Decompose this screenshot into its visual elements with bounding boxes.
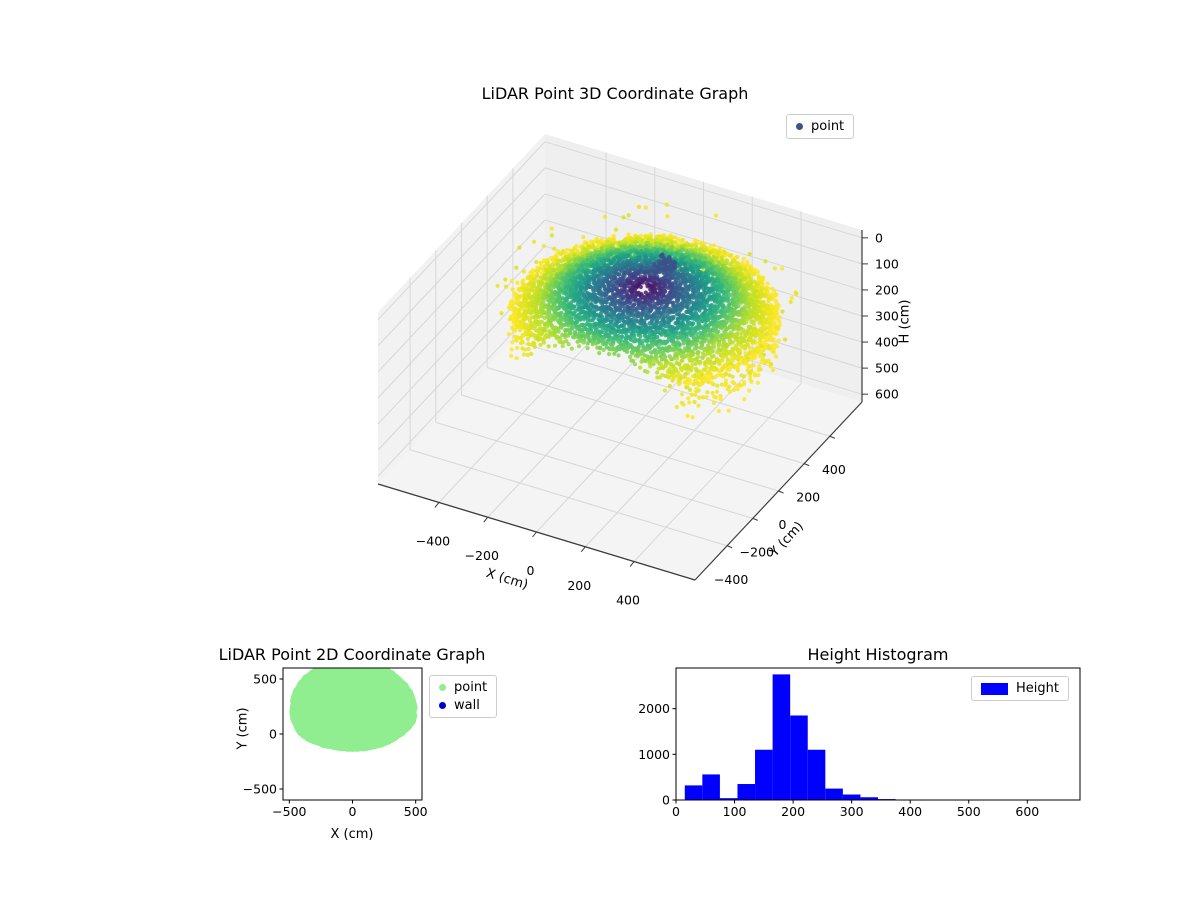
plot3d-zlabel: H (cm)	[897, 299, 913, 344]
plot2d-legend: point wall	[429, 675, 498, 718]
legend-item-wall: wall	[439, 698, 487, 713]
legend-item-point: point	[439, 680, 487, 695]
legend-label-height: Height	[1016, 681, 1059, 696]
plot2d-xlabel: X (cm)	[330, 827, 374, 842]
histogram-legend: Height	[971, 676, 1069, 701]
plot2d-ylabel: Y (cm)	[235, 707, 251, 750]
legend-label-wall: wall	[454, 698, 480, 713]
legend-item-height: Height	[981, 681, 1059, 696]
histogram-title: Height Histogram	[807, 645, 949, 664]
height-patch-icon	[981, 682, 1008, 695]
legend-label-point: point	[454, 680, 488, 695]
plot3d-canvas	[300, 110, 960, 650]
legend-item-point: point	[796, 119, 844, 134]
wall-marker-icon	[439, 702, 446, 709]
point-marker-icon	[439, 684, 446, 691]
plot3d-legend: point	[786, 114, 855, 139]
point-marker-icon	[796, 123, 803, 130]
plot2d-title: LiDAR Point 2D Coordinate Graph	[218, 645, 486, 664]
plot3d-title: LiDAR Point 3D Coordinate Graph	[481, 84, 749, 103]
legend-label-point: point	[811, 119, 845, 134]
